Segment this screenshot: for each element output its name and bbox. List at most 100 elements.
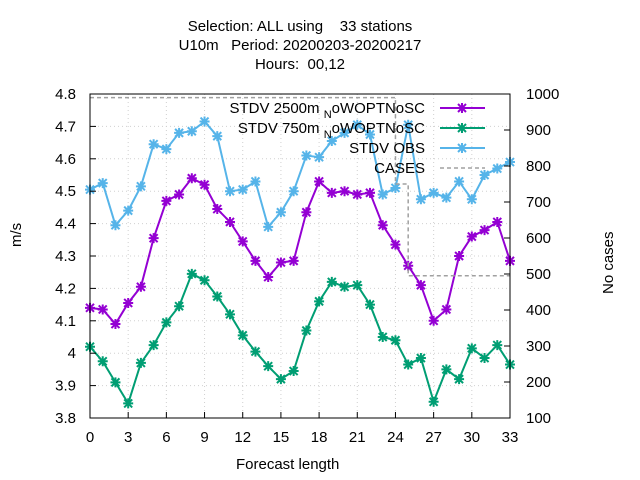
data-layer (85, 96, 515, 409)
y2-tick-label: 300 (526, 338, 551, 355)
series-0 (85, 173, 515, 330)
data-point (466, 231, 477, 242)
data-point (199, 116, 210, 127)
x-axis-label: Forecast length (236, 456, 340, 473)
data-point (326, 276, 337, 287)
y-tick-label: 4.2 (55, 280, 76, 297)
data-point (339, 186, 350, 197)
data-point (212, 291, 223, 302)
data-point (212, 131, 223, 142)
data-point (263, 272, 274, 283)
data-point (237, 236, 248, 247)
legend-label: STDV OBS (349, 140, 425, 157)
data-point (365, 129, 375, 140)
x-tick-label: 6 (162, 429, 170, 446)
legend-label-main: STDV 750m (238, 120, 324, 137)
data-point (415, 353, 426, 364)
data-point (479, 170, 490, 180)
data-point (415, 194, 426, 205)
data-point (428, 396, 439, 407)
y-tick-label: 4.6 (55, 151, 76, 168)
y-tick-label: 3.9 (55, 378, 76, 395)
chart-title-line-1: Selection: ALL using 33 stations (187, 18, 413, 35)
legend-label-main: STDV 2500m (229, 100, 323, 117)
data-point (97, 178, 108, 189)
x-tick-label: 24 (387, 429, 404, 446)
data-point (148, 340, 159, 351)
data-point (161, 144, 172, 155)
legend-marker (457, 143, 467, 153)
legend-label-subscript: N (324, 129, 332, 141)
data-point (326, 135, 337, 146)
y2-axis-label: No cases (600, 231, 617, 294)
data-point (428, 315, 439, 326)
x-tick-label: 30 (463, 429, 480, 446)
data-point (326, 187, 337, 198)
data-point (135, 357, 146, 368)
data-point (174, 301, 185, 312)
y-tick-label: 4.5 (55, 183, 76, 200)
data-point (288, 186, 299, 197)
data-point (97, 304, 108, 315)
y2-tick-label: 600 (526, 230, 551, 247)
data-point (250, 346, 261, 357)
data-point (186, 173, 197, 184)
data-point (148, 233, 159, 244)
data-point (466, 194, 477, 205)
data-point (110, 319, 121, 330)
y-tick-label: 3.8 (55, 410, 76, 427)
y-axis-label: m/s (8, 222, 25, 247)
data-point (377, 189, 388, 200)
x-tick-label: 12 (234, 429, 251, 446)
data-point (288, 366, 299, 377)
series-line (89, 272, 511, 406)
data-point (186, 126, 197, 137)
data-point (390, 239, 401, 250)
data-point (135, 281, 146, 292)
legend-label-subscript: N (324, 109, 332, 121)
x-tick-label: 21 (349, 429, 366, 446)
data-point (301, 150, 312, 161)
y-tick-label: 4.1 (55, 313, 76, 330)
data-point (301, 325, 312, 336)
data-point (148, 139, 159, 150)
y2-tick-label: 500 (526, 266, 551, 283)
x-tick-label: 3 (124, 429, 132, 446)
legend-marker (457, 103, 467, 113)
data-point (314, 296, 325, 307)
x-tick-label: 15 (273, 429, 290, 446)
data-point (454, 251, 465, 261)
y2-tick-label: 400 (526, 302, 551, 319)
data-point (441, 304, 452, 315)
chart-title-line-2: U10m Period: 20200203-20200217 (178, 37, 422, 54)
data-point (352, 119, 363, 130)
data-point (428, 187, 439, 198)
data-point (186, 268, 197, 279)
data-point (275, 257, 286, 268)
data-point (377, 332, 388, 342)
data-point (123, 205, 134, 216)
data-point (441, 192, 452, 203)
data-point (237, 184, 248, 195)
data-point (199, 179, 210, 190)
data-point (199, 275, 210, 286)
y-tick-label: 4.8 (55, 86, 76, 103)
data-point (314, 176, 325, 187)
series-line (89, 176, 511, 326)
y2-tick-label: 900 (526, 122, 551, 139)
data-point (110, 377, 121, 388)
data-point (339, 127, 350, 138)
data-point (377, 220, 388, 231)
x-tick-label: 9 (200, 429, 208, 446)
data-point (454, 374, 465, 385)
x-tick-label: 18 (311, 429, 328, 446)
data-point (275, 207, 286, 218)
data-point (492, 216, 503, 227)
x-tick-label: 0 (86, 429, 94, 446)
data-point (250, 176, 261, 187)
data-point (466, 343, 477, 354)
data-point (161, 195, 172, 206)
data-point (288, 255, 299, 266)
